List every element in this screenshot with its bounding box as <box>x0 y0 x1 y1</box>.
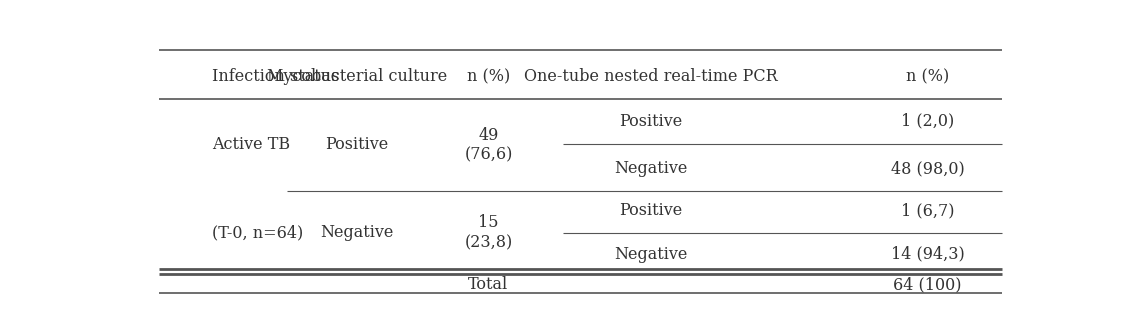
Text: 1 (2,0): 1 (2,0) <box>901 113 954 130</box>
Text: Active TB: Active TB <box>212 136 290 153</box>
Text: 64 (100): 64 (100) <box>893 276 962 293</box>
Text: Mycobacterial culture: Mycobacterial culture <box>266 68 446 85</box>
Text: 15
(23,8): 15 (23,8) <box>465 214 512 251</box>
Text: Positive: Positive <box>620 113 682 130</box>
Text: n (%): n (%) <box>906 68 949 85</box>
Text: Negative: Negative <box>614 246 688 263</box>
Text: 14 (94,3): 14 (94,3) <box>891 246 964 263</box>
Text: Infection status: Infection status <box>212 68 339 85</box>
Text: Negative: Negative <box>320 224 393 241</box>
Text: Positive: Positive <box>620 203 682 219</box>
Text: 1 (6,7): 1 (6,7) <box>901 203 954 219</box>
Text: Positive: Positive <box>325 136 389 153</box>
Text: 49
(76,6): 49 (76,6) <box>465 126 512 163</box>
Text: 48 (98,0): 48 (98,0) <box>891 160 964 177</box>
Text: (T-0, n=64): (T-0, n=64) <box>212 224 304 241</box>
Text: One-tube nested real-time PCR: One-tube nested real-time PCR <box>525 68 777 85</box>
Text: n (%): n (%) <box>467 68 510 85</box>
Text: Total: Total <box>468 276 509 293</box>
Text: Negative: Negative <box>614 160 688 177</box>
